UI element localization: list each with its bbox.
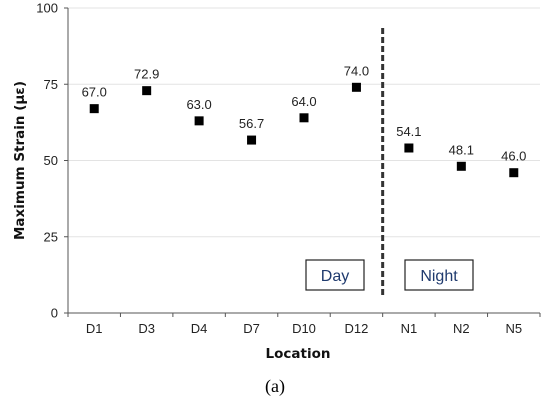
y-tick-label: 75 xyxy=(44,77,58,92)
x-tick-labels: D1 D3 D4 D7 D10 D12 N1 N2 N5 xyxy=(67,313,541,336)
data-label: 67.0 xyxy=(82,85,107,100)
x-tick-label: N1 xyxy=(401,321,418,336)
night-label: Night xyxy=(420,268,458,285)
data-label: 48.1 xyxy=(449,142,474,157)
y-axis-title: Maximum Strain (με) xyxy=(12,81,28,240)
data-label: 74.0 xyxy=(344,63,369,78)
x-tick-label: D4 xyxy=(191,321,208,336)
data-point xyxy=(142,86,152,96)
data-label: 64.0 xyxy=(291,94,316,109)
data-label: 63.0 xyxy=(186,97,211,112)
data-label: 54.1 xyxy=(396,124,421,139)
night-annotation: Night xyxy=(404,259,474,291)
x-tick-label: D3 xyxy=(138,321,155,336)
y-tick-label: 50 xyxy=(44,153,58,168)
data-points xyxy=(89,82,519,178)
data-labels: 67.0 72.9 63.0 56.7 64.0 74.0 54.1 48.1 46.0 xyxy=(82,63,527,163)
y-tick-label: 0 xyxy=(51,306,58,321)
data-point xyxy=(247,135,257,145)
x-axis-title: Location xyxy=(266,346,331,362)
y-tick-label: 100 xyxy=(36,1,58,16)
x-tick-label: D7 xyxy=(243,321,260,336)
x-tick-label: D12 xyxy=(345,321,369,336)
data-point xyxy=(456,161,466,171)
x-tick-label: N2 xyxy=(453,321,470,336)
data-point xyxy=(194,116,204,126)
day-box xyxy=(305,259,365,291)
x-tick-label: D1 xyxy=(86,321,103,336)
day-annotation: Day xyxy=(305,259,365,291)
data-point xyxy=(299,113,309,123)
data-point xyxy=(404,143,414,153)
grid-lines xyxy=(68,7,540,238)
x-tick-label: D10 xyxy=(292,321,316,336)
data-label: 72.9 xyxy=(134,67,159,82)
night-box xyxy=(404,259,474,291)
data-point xyxy=(509,168,519,178)
y-tick-labels: 0 25 50 75 100 xyxy=(36,1,68,321)
data-label: 46.0 xyxy=(501,149,526,164)
y-tick-label: 25 xyxy=(44,229,58,244)
data-point xyxy=(89,104,99,114)
x-tick-label: N5 xyxy=(505,321,522,336)
data-point xyxy=(351,82,361,92)
data-label: 56.7 xyxy=(239,116,264,131)
figure-caption: (a) xyxy=(265,376,285,397)
day-label: Day xyxy=(321,268,349,285)
